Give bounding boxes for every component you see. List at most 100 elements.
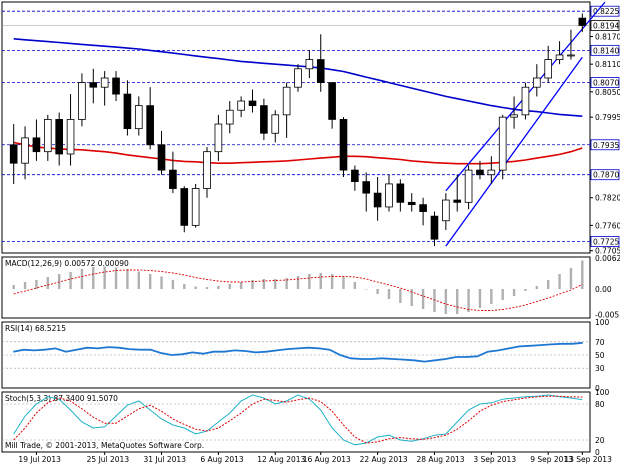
stoch-axis-label: 0 <box>595 448 600 457</box>
macd-bar <box>92 267 95 289</box>
candle-bear <box>248 100 257 107</box>
rsi-title: RSI(14) 68.5215 <box>5 324 66 333</box>
candle-bull <box>66 119 75 155</box>
macd-axis-label: -0.00515 <box>595 311 620 320</box>
macd-bar <box>444 289 448 314</box>
x-axis-label: 9 Sep 2013 <box>530 455 573 464</box>
macd-bar <box>421 289 425 309</box>
macd-bar <box>103 266 106 289</box>
candle-bull <box>100 77 109 88</box>
price-level-label: 0.8070 <box>593 79 619 88</box>
macd-bar <box>69 272 72 289</box>
candle-bear <box>146 105 154 146</box>
macd-bar <box>569 268 573 289</box>
candle-bull <box>305 59 314 70</box>
price-level-label: 0.7870 <box>593 171 619 180</box>
candle-bull <box>237 100 245 111</box>
axis-tick-label: 0.8110 <box>595 60 620 69</box>
macd-bar <box>524 289 527 291</box>
candle-bull <box>134 105 143 130</box>
x-axis-label: 13 Sep 2013 <box>564 455 612 464</box>
macd-bar <box>319 273 322 289</box>
candle-bull <box>294 68 302 88</box>
macd-bar <box>308 274 311 289</box>
macd-bar <box>239 282 243 289</box>
candle-bear <box>89 82 98 88</box>
panel-main <box>1 1 591 254</box>
price-level-box <box>590 5 620 17</box>
copyright-text: Mill Trade, © 2001-2013, MetaQuotes Soft… <box>5 441 204 450</box>
x-axis-label: 25 Jul 2013 <box>87 455 130 464</box>
axis-tick-label: 0.7820 <box>595 194 620 203</box>
macd-bar <box>126 269 129 289</box>
price-level-box <box>590 236 620 247</box>
macd-axis-label: 0.00 <box>595 285 612 294</box>
last-price-box <box>590 20 620 31</box>
axis-tick-label: 0.8050 <box>595 88 620 97</box>
candle-bear <box>351 169 359 183</box>
macd-bar <box>342 277 345 289</box>
macd-bar <box>376 289 379 294</box>
candle-bear <box>112 77 120 95</box>
candle-bear <box>123 93 132 130</box>
candle-bull <box>464 169 473 203</box>
x-axis-label: 22 Aug 2013 <box>360 455 408 464</box>
price-level-box <box>590 44 620 56</box>
candle-bull <box>510 114 518 118</box>
macd-bar <box>160 276 163 289</box>
candle-bear <box>339 119 348 171</box>
price-level-label: 0.8140 <box>593 46 619 55</box>
macd-bar <box>365 289 368 290</box>
macd-bar <box>501 289 504 300</box>
candle-bear <box>260 105 268 134</box>
rsi-axis-label: 100 <box>595 318 610 327</box>
macd-axis-label: 0.00624 <box>595 254 620 263</box>
candle-bear <box>476 169 484 176</box>
macd-bar <box>478 289 482 308</box>
x-axis-label: 6 Aug 2013 <box>200 455 243 464</box>
channel-line-lower <box>445 56 583 247</box>
stoch-axis-label: 80 <box>595 400 605 409</box>
candle-bear <box>453 199 462 203</box>
x-axis-label: 28 Aug 2013 <box>416 455 464 464</box>
macd-bar <box>467 289 470 312</box>
macd-bar <box>194 286 197 289</box>
candle-bull <box>282 86 291 116</box>
candle-bull <box>487 169 496 176</box>
candle-bear <box>55 119 63 155</box>
candle-bull <box>544 59 553 79</box>
candle-bear <box>430 215 439 240</box>
macd-bar <box>410 289 413 306</box>
x-axis-label: 19 Jul 2013 <box>18 455 61 464</box>
candle-bear <box>180 188 189 226</box>
macd-title: MACD(12,26,9) 0.00572 0.00090 <box>5 259 129 268</box>
last-price-label: 0.8194 <box>593 21 619 30</box>
candle-bear <box>32 137 41 153</box>
macd-bar <box>353 282 357 289</box>
candle-bull <box>203 151 211 189</box>
x-axis-label: 16 Aug 2013 <box>303 455 351 464</box>
candle-bull <box>498 116 507 171</box>
candle-bull <box>521 86 530 116</box>
candle-bull <box>271 114 280 134</box>
price-level-box <box>590 139 620 151</box>
macd-bar <box>80 269 84 289</box>
axis-tick-label: 0.7995 <box>595 113 620 122</box>
candle-bear <box>157 144 166 171</box>
macd-bar <box>171 280 175 289</box>
rsi-line <box>13 341 583 363</box>
candle-bull <box>442 199 450 222</box>
price-level-label: 0.8225 <box>593 7 619 16</box>
candle-bull <box>533 77 541 88</box>
macd-bar <box>296 276 300 289</box>
axis-tick-label: 0.7760 <box>595 221 620 230</box>
stoch-title: Stoch(5,3,3) 87.3400 91.5070 <box>5 394 118 403</box>
x-axis-label: 12 Aug 2013 <box>257 455 305 464</box>
macd-bar <box>512 289 516 296</box>
price-level-label: 0.7725 <box>593 237 619 246</box>
candle-bull <box>43 119 52 153</box>
macd-bar <box>546 280 550 289</box>
candle-bull <box>214 123 223 153</box>
moving-average-red <box>13 141 583 165</box>
